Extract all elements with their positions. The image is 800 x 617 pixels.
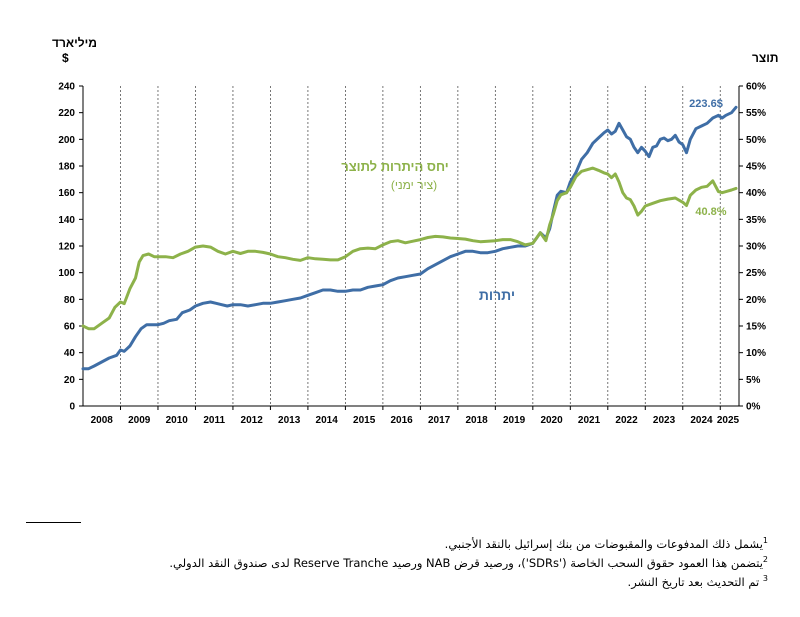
right-tick-label: 40% xyxy=(746,188,766,199)
x-axis-ticks: 2008 2009 2010 2011 2012 2013 2014 2015 2016 2017… xyxy=(91,406,740,426)
right-tick-label: 55% xyxy=(746,108,766,119)
right-tick-label: 50% xyxy=(746,135,766,146)
right-tick-label: 5% xyxy=(746,375,761,386)
x-tick-label: 2009 xyxy=(128,415,151,426)
x-tick-label: 2024 xyxy=(690,415,713,426)
reserves-chart: מיליארד $ תוצר 0 20 40 60 80 100 120 140 160 180 2… xyxy=(52,36,778,426)
right-tick-label: 60% xyxy=(746,82,766,93)
left-tick-label: 160 xyxy=(58,188,75,199)
x-tick-label: 2019 xyxy=(503,415,526,426)
footnote-2-number: 2 xyxy=(762,554,768,564)
x-tick-label: 2017 xyxy=(428,415,451,426)
footnote-1-number: 1 xyxy=(762,536,768,545)
reserves-to-gdp-line xyxy=(81,166,738,331)
right-tick-label: 15% xyxy=(746,322,766,333)
footnote-separator xyxy=(26,522,81,523)
footnote-2-text: يتضمن هذا العمود حقوق السحب الخاصة ('SDR… xyxy=(169,555,763,570)
ratio-series-label: יחס היתרות לתוצר xyxy=(341,159,448,174)
x-tick-label: 2010 xyxy=(166,415,189,426)
right-tick-label: 25% xyxy=(746,268,766,279)
x-tick-label: 2020 xyxy=(540,415,563,426)
x-tick-label: 2012 xyxy=(241,415,264,426)
ratio-series-axis-note: (ציר ימני) xyxy=(391,178,437,192)
left-tick-label: 80 xyxy=(64,295,76,306)
left-tick-label: 200 xyxy=(58,135,75,146)
footnote-2: 2يتضمن هذا العمود حقوق السحب الخاصة ('SD… xyxy=(20,552,768,571)
reserves-line xyxy=(81,105,738,371)
x-tick-label: 2015 xyxy=(353,415,376,426)
x-tick-label: 2014 xyxy=(316,415,339,426)
left-axis-unit-line1: מיליארד xyxy=(52,36,97,50)
x-tick-label: 2011 xyxy=(203,415,225,426)
x-tick-label: 2008 xyxy=(91,415,114,426)
series-lines xyxy=(81,105,738,371)
right-tick-label: 45% xyxy=(746,162,766,173)
left-tick-label: 60 xyxy=(64,322,76,333)
axes xyxy=(82,86,740,407)
x-tick-label: 2016 xyxy=(391,415,414,426)
left-axis-unit-line2: $ xyxy=(62,51,69,65)
right-tick-label: 10% xyxy=(746,348,766,359)
left-tick-label: 220 xyxy=(58,108,75,119)
left-tick-label: 0 xyxy=(69,402,75,413)
right-tick-label: 30% xyxy=(746,242,766,253)
x-tick-label: 2022 xyxy=(615,415,638,426)
left-axis-ticks: 0 20 40 60 80 100 120 140 160 180 200 220 240 xyxy=(58,82,83,413)
left-tick-label: 100 xyxy=(58,268,75,279)
footnote-3: 3 تم التحديث بعد تاريخ النشر. xyxy=(20,571,768,590)
x-tick-label: 2013 xyxy=(278,415,301,426)
right-tick-label: 0% xyxy=(746,402,761,413)
right-tick-label: 35% xyxy=(746,215,766,226)
reserves-end-label: 223.6$ xyxy=(689,98,723,110)
footnote-1: 1يشمل ذلك المدفوعات والمقبوضات من بنك إس… xyxy=(20,533,768,552)
left-tick-label: 120 xyxy=(58,242,75,253)
x-tick-label: 2023 xyxy=(653,415,676,426)
right-tick-label: 20% xyxy=(746,295,766,306)
footnote-1-text: يشمل ذلك المدفوعات والمقبوضات من بنك إسر… xyxy=(444,536,763,551)
left-tick-label: 140 xyxy=(58,215,75,226)
footnote-3-number: 3 xyxy=(762,573,768,583)
left-tick-label: 240 xyxy=(58,82,75,93)
reserves-series-label: יתרות xyxy=(479,287,515,303)
x-tick-label: 2018 xyxy=(465,415,488,426)
footnotes: 1يشمل ذلك المدفوعات والمقبوضات من بنك إس… xyxy=(20,522,768,589)
ratio-end-label: 40.8% xyxy=(695,206,726,218)
right-axis-title: תוצר xyxy=(752,51,778,65)
right-axis-ticks: 0% 5% 10% 15% 20% 25% 30% 35% 40% 45% 50% 55% 60% xyxy=(739,82,766,413)
left-tick-label: 20 xyxy=(64,375,76,386)
left-tick-label: 40 xyxy=(64,348,76,359)
x-tick-label: 2021 xyxy=(578,415,601,426)
footnote-3-text: تم التحديث بعد تاريخ النشر. xyxy=(627,574,760,589)
x-tick-label: 2025 xyxy=(717,415,740,426)
left-tick-label: 180 xyxy=(58,162,75,173)
